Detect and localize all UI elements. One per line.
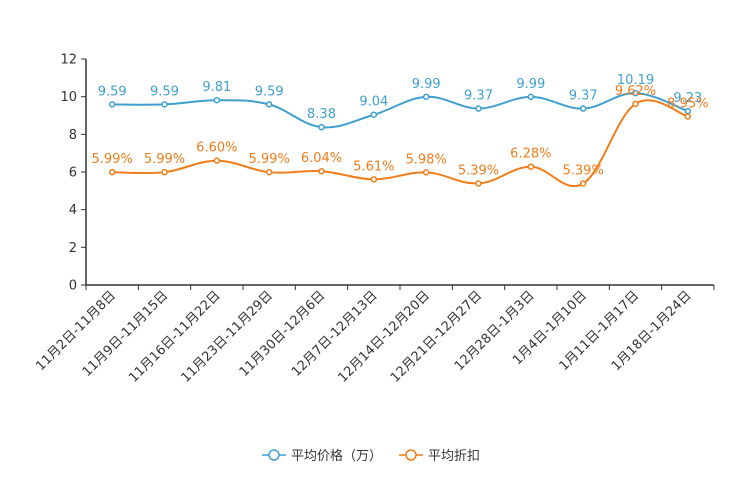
data-label: 9.59 bbox=[150, 84, 179, 99]
data-point[interactable] bbox=[265, 168, 273, 176]
y-tick-label: 12 bbox=[60, 53, 77, 68]
data-label: 5.39% bbox=[458, 163, 499, 178]
y-tick-label: 6 bbox=[69, 166, 77, 181]
y-tick-label: 10 bbox=[60, 90, 77, 105]
series-line bbox=[112, 92, 689, 129]
data-point[interactable] bbox=[422, 93, 430, 101]
data-label: 8.95% bbox=[667, 96, 708, 111]
data-label: 5.98% bbox=[406, 152, 447, 167]
y-tick-label: 4 bbox=[69, 203, 77, 218]
data-point[interactable] bbox=[161, 168, 168, 176]
data-label: 8.38 bbox=[307, 107, 336, 122]
data-point[interactable] bbox=[684, 113, 692, 120]
y-tick-label: 0 bbox=[69, 279, 77, 294]
data-point[interactable] bbox=[527, 163, 535, 170]
data-label: 9.81 bbox=[202, 80, 231, 95]
data-point[interactable] bbox=[475, 105, 482, 112]
data-label: 5.39% bbox=[563, 163, 604, 178]
data-point[interactable] bbox=[213, 157, 221, 164]
data-label: 5.99% bbox=[249, 152, 290, 167]
data-point[interactable] bbox=[632, 100, 639, 108]
y-axis: 0 2 4 6 8 10 12 bbox=[60, 53, 87, 294]
data-point[interactable] bbox=[579, 180, 587, 187]
data-label: 9.37 bbox=[464, 89, 493, 104]
data-label: 9.99 bbox=[412, 77, 441, 92]
data-label: 9.37 bbox=[569, 89, 598, 104]
data-label: 5.99% bbox=[92, 152, 133, 167]
legend-item-2[interactable]: 平均折扣 bbox=[399, 449, 480, 464]
data-point[interactable] bbox=[632, 89, 639, 97]
x-tick-label: 12月21日-12月27日 bbox=[388, 288, 485, 385]
data-point[interactable] bbox=[318, 123, 325, 131]
data-label: 9.59 bbox=[98, 84, 127, 99]
series-2: 5.99% 5.99% 6.60% 5.99% 6.04% 5.61% 5.98% 5.39%… bbox=[92, 84, 708, 187]
x-tick-label: 11月23日-11月29日 bbox=[179, 288, 276, 385]
y-tick-label: 8 bbox=[69, 128, 77, 143]
data-point[interactable] bbox=[579, 105, 587, 112]
x-tick-label: 11月16日-11月22日 bbox=[126, 288, 223, 385]
data-point[interactable] bbox=[265, 101, 273, 108]
x-tick-label: 12月14日-12月20日 bbox=[336, 288, 433, 385]
data-label: 9.62% bbox=[615, 84, 656, 99]
data-label: 9.59 bbox=[255, 84, 284, 99]
x-axis: 11月2日-11月8日11月9日-11月15日11月16日-11月22日11月2… bbox=[33, 284, 715, 386]
data-label: 6.60% bbox=[196, 141, 237, 156]
data-label: 5.61% bbox=[353, 159, 394, 174]
legend-label: 平均折扣 bbox=[428, 449, 480, 464]
data-point[interactable] bbox=[370, 111, 378, 118]
data-point[interactable] bbox=[370, 176, 378, 183]
series-1: 9.59 9.59 9.81 9.59 8.38 9.04 9.99 9.37 9.99 9.37… bbox=[98, 73, 702, 131]
data-point[interactable] bbox=[475, 180, 482, 187]
y-tick-label: 2 bbox=[69, 241, 77, 256]
data-point[interactable] bbox=[161, 101, 168, 108]
data-label: 5.99% bbox=[144, 152, 185, 167]
data-label: 9.23 bbox=[673, 91, 702, 106]
legend-marker-icon bbox=[405, 449, 417, 461]
data-label: 9.04 bbox=[359, 95, 388, 110]
legend-label: 平均价格（万） bbox=[291, 448, 382, 464]
data-label: 6.28% bbox=[510, 147, 551, 162]
data-label: 10.19 bbox=[617, 73, 654, 88]
data-point[interactable] bbox=[318, 167, 325, 175]
legend-item-1[interactable]: 平均价格（万） bbox=[262, 448, 382, 464]
legend[interactable]: 平均价格（万） 平均折扣 bbox=[262, 448, 480, 464]
series-layer: 9.59 9.59 9.81 9.59 8.38 9.04 9.99 9.37 9.99 9.37… bbox=[92, 73, 708, 187]
data-label: 6.04% bbox=[301, 151, 342, 166]
data-point[interactable] bbox=[213, 96, 221, 104]
data-point[interactable] bbox=[527, 93, 535, 101]
data-point[interactable] bbox=[108, 168, 116, 176]
data-point[interactable] bbox=[422, 169, 430, 176]
data-point[interactable] bbox=[108, 101, 116, 108]
data-label: 9.99 bbox=[516, 77, 545, 92]
legend-marker-icon bbox=[268, 449, 280, 461]
